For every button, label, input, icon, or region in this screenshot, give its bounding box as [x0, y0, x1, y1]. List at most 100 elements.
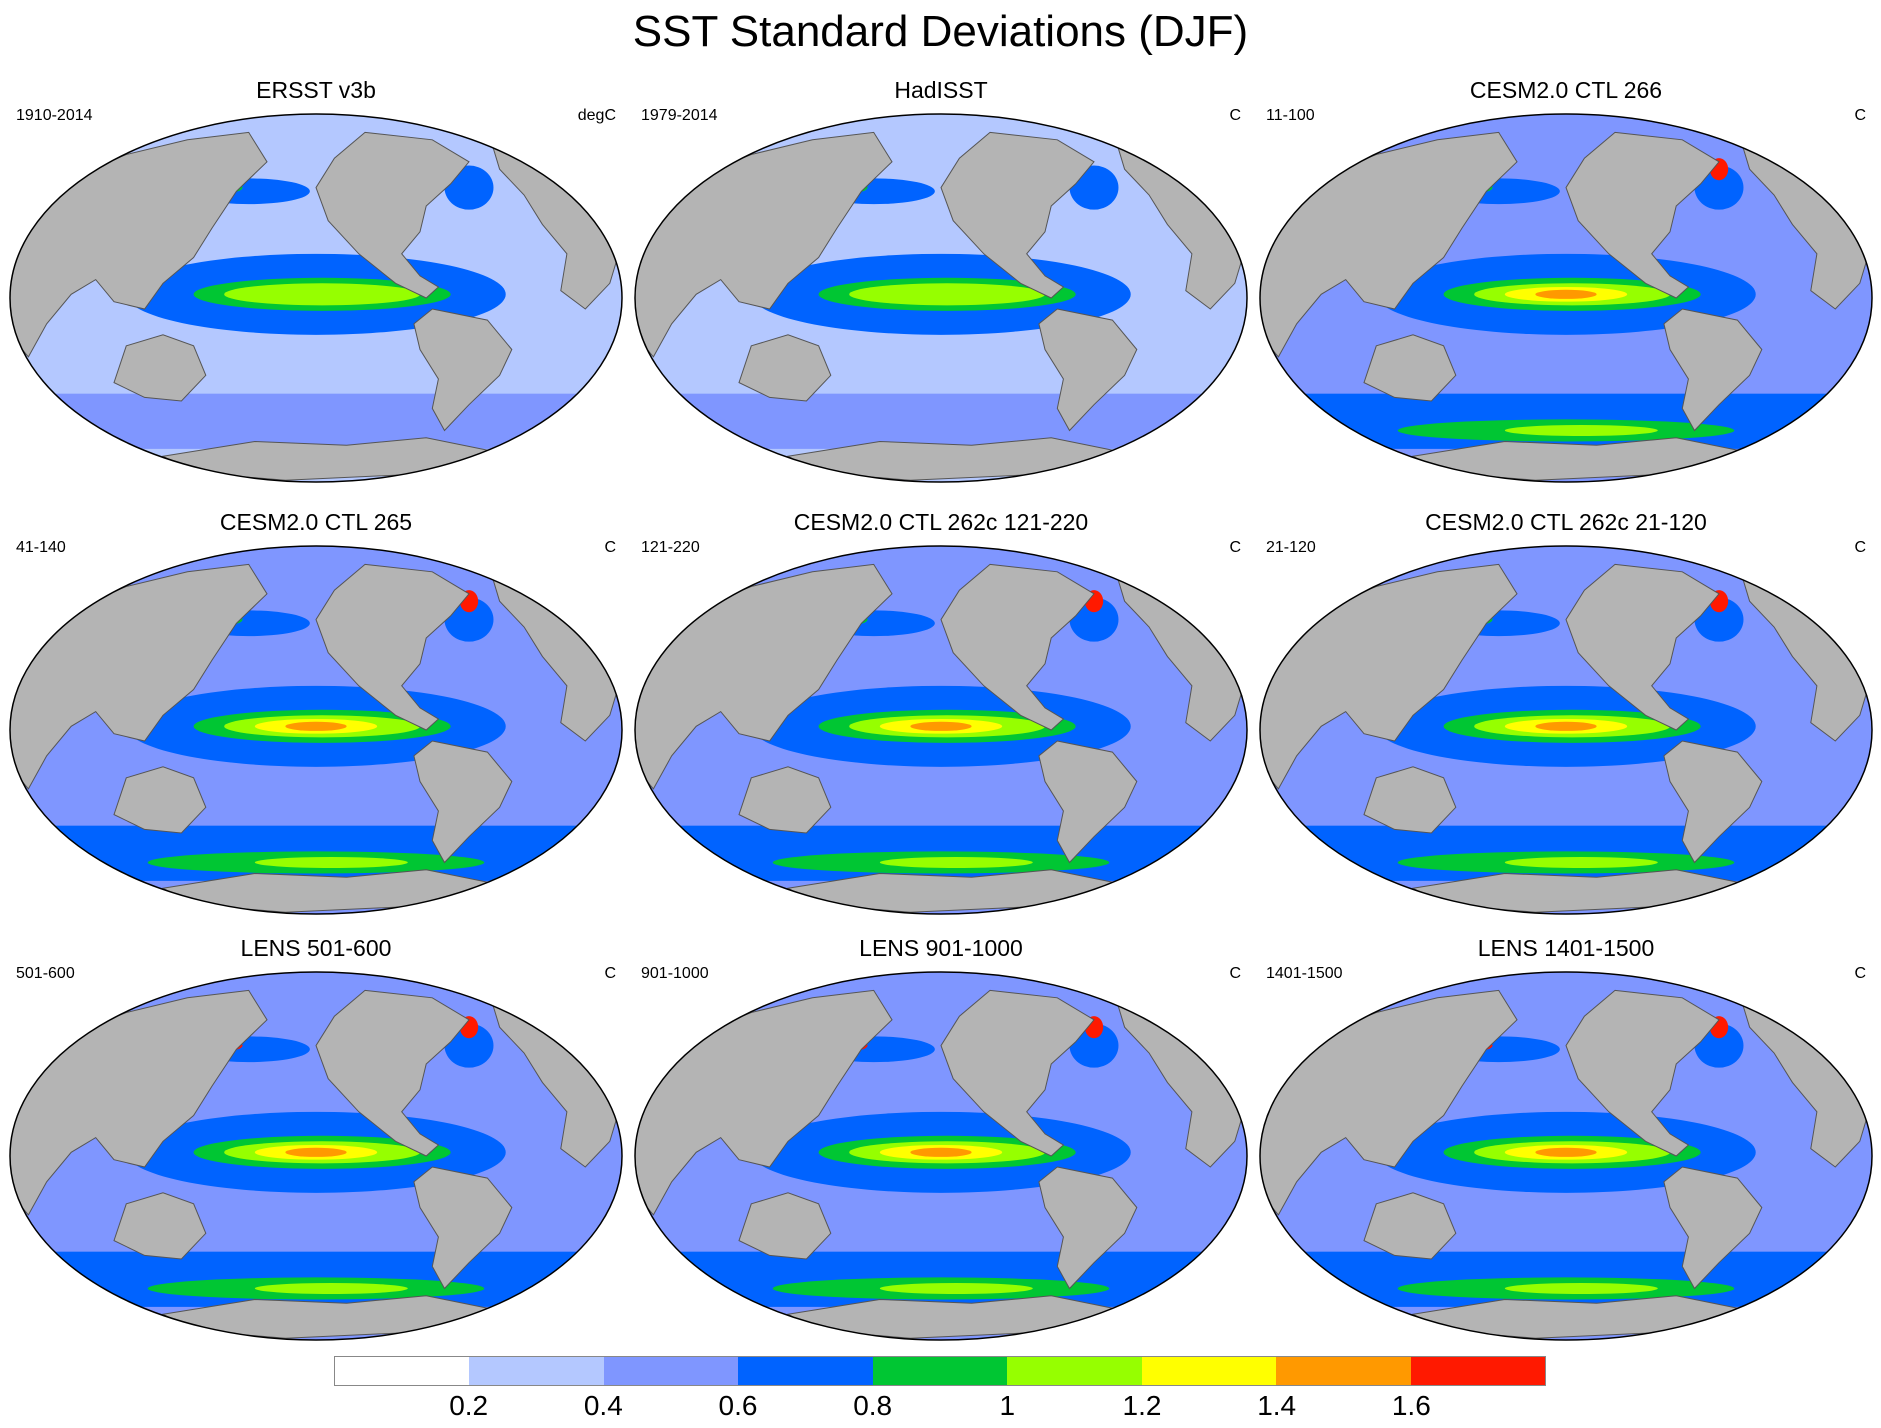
land-mass	[1363, 334, 1457, 402]
land-mass	[940, 563, 1095, 731]
colorbar-tick-label: 1.6	[1391, 1390, 1431, 1421]
enso-peak	[1535, 289, 1597, 299]
map-panel: CESM2.0 CTL 265 41-140 C	[6, 508, 626, 918]
panel-period-label: 1979-2014	[641, 107, 718, 124]
enso-band-inner	[224, 283, 421, 306]
colorbar-swatch	[1276, 1357, 1411, 1385]
land-mass	[1038, 308, 1138, 432]
panel-unit-label: C	[1229, 539, 1241, 556]
panel-period-label: 1910-2014	[16, 107, 93, 124]
map-border	[9, 113, 623, 483]
world-map	[1259, 545, 1873, 915]
panel-title: LENS 501-600	[240, 935, 392, 961]
panel-unit-label: C	[604, 539, 616, 556]
panel-title: CESM2.0 CTL 262c 121-220	[793, 509, 1089, 535]
land-mass	[413, 308, 513, 432]
map-border	[634, 113, 1248, 483]
enso-peak	[910, 1147, 972, 1157]
southern-ocean-peak	[254, 856, 408, 869]
colorbar-swatch	[335, 1357, 470, 1385]
southern-ocean-peak	[879, 856, 1033, 869]
map-panel: LENS 501-600 501-600 C	[6, 934, 626, 1344]
land-mass	[738, 766, 832, 834]
land-mass	[113, 1192, 207, 1260]
map-border	[634, 971, 1248, 1341]
land-mass	[1260, 989, 1518, 1216]
colorbar-tick-label: 1	[999, 1390, 1016, 1421]
panel-unit-label: C	[1854, 539, 1866, 556]
world-map	[1259, 113, 1873, 483]
panel-unit-label: C	[1229, 965, 1241, 982]
enso-band-inner	[849, 283, 1046, 306]
panel-unit-label: C	[1229, 107, 1241, 124]
map-panel: LENS 1401-1500 1401-1500 C	[1256, 934, 1876, 1344]
colorbar-tick-label: 0.6	[718, 1390, 758, 1421]
land-mass	[1663, 1166, 1763, 1290]
map-panel: CESM2.0 CTL 266 11-100 C	[1256, 76, 1876, 486]
map-panel: CESM2.0 CTL 262c 21-120 21-120 C	[1256, 508, 1876, 918]
panel-title: HadISST	[894, 77, 988, 103]
land-mass	[1038, 1166, 1138, 1290]
colorbar-tick-label: 1.4	[1257, 1390, 1297, 1421]
panel-period-label: 501-600	[16, 965, 75, 982]
map-border	[1259, 971, 1873, 1341]
southern-ocean-peak	[1504, 1282, 1658, 1295]
colorbar-tick-label: 0.8	[853, 1390, 893, 1421]
colorbar-tick-label: 0.4	[583, 1390, 623, 1421]
map-border	[1259, 113, 1873, 483]
southern-ocean-peak	[1504, 424, 1658, 437]
land-mass	[10, 131, 268, 358]
land-mass	[1260, 563, 1518, 790]
colorbar-swatch	[1141, 1357, 1277, 1385]
colorbar-swatch	[1007, 1357, 1142, 1385]
map-panel: CESM2.0 CTL 262c 121-220 121-220 C	[631, 508, 1251, 918]
panel-unit-label: degC	[577, 107, 616, 124]
land-mass	[315, 989, 470, 1157]
colorbar-swatch	[1410, 1357, 1545, 1385]
land-mass	[10, 989, 268, 1216]
southern-ocean-peak	[879, 1282, 1033, 1295]
panel-title: CESM2.0 CTL 266	[1469, 77, 1663, 103]
southern-ocean-band	[10, 393, 622, 449]
world-map	[9, 971, 623, 1341]
colorbar	[334, 1356, 1546, 1386]
land-mass	[738, 1192, 832, 1260]
colorbar-swatch	[738, 1357, 873, 1385]
map-border	[1259, 545, 1873, 915]
panel-period-label: 121-220	[641, 539, 700, 556]
land-mass	[1038, 740, 1138, 864]
map-panel: ERSST v3b 1910-2014 degC	[6, 76, 626, 486]
figure-title: SST Standard Deviations (DJF)	[632, 7, 1249, 56]
land-mass	[1363, 1192, 1457, 1260]
land-mass	[315, 563, 470, 731]
land-mass	[635, 989, 893, 1216]
land-mass	[1260, 131, 1518, 358]
panel-title: CESM2.0 CTL 265	[219, 509, 413, 535]
land-mass	[738, 334, 832, 402]
colorbar-tick-label: 1.2	[1122, 1390, 1162, 1421]
enso-peak	[285, 1147, 347, 1157]
land-mass	[940, 131, 1095, 299]
panel-title: LENS 1401-1500	[1477, 935, 1655, 961]
panel-title: ERSST v3b	[256, 77, 376, 103]
panel-unit-label: C	[1854, 107, 1866, 124]
world-map	[634, 545, 1248, 915]
land-mass	[1565, 563, 1720, 731]
world-map	[634, 113, 1248, 483]
world-map	[634, 971, 1248, 1341]
colorbar-swatch	[603, 1357, 739, 1385]
southern-ocean-peak	[1504, 856, 1658, 869]
map-panel: LENS 901-1000 901-1000 C	[631, 934, 1251, 1344]
enso-peak	[285, 721, 347, 731]
world-map	[1259, 971, 1873, 1341]
land-mass	[635, 563, 893, 790]
colorbar-tick-label: 0.2	[449, 1390, 489, 1421]
panel-title: CESM2.0 CTL 262c 21-120	[1425, 509, 1707, 535]
map-panel: HadISST 1979-2014 C	[631, 76, 1251, 486]
panel-period-label: 901-1000	[641, 965, 709, 982]
land-mass	[1565, 131, 1720, 299]
panel-period-label: 21-120	[1266, 539, 1316, 556]
southern-ocean-peak	[254, 1282, 408, 1295]
map-border	[9, 971, 623, 1341]
land-mass	[315, 131, 470, 299]
